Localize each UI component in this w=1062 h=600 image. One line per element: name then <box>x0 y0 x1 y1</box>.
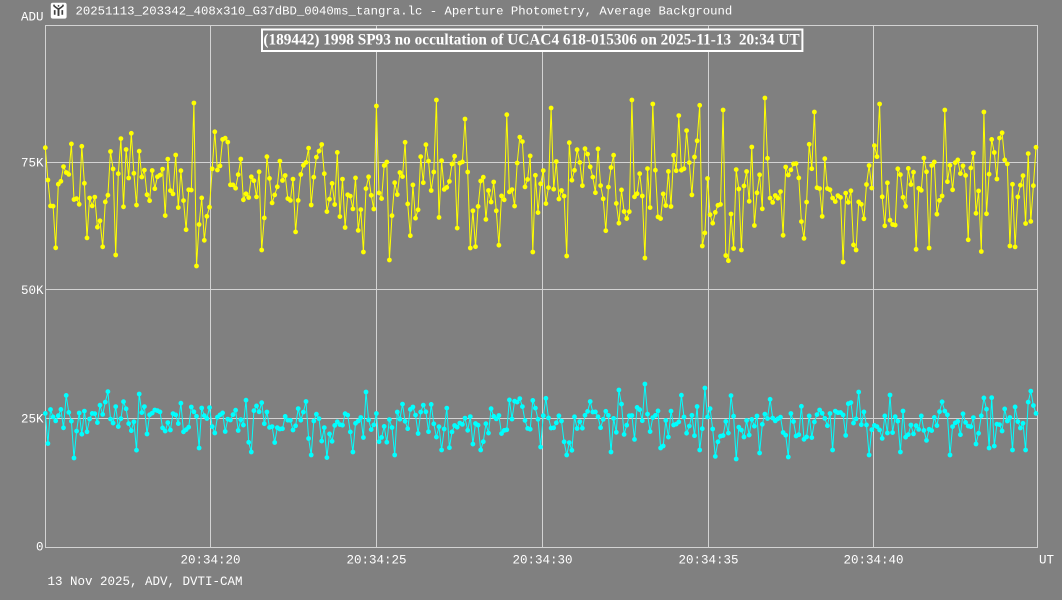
svg-text:13 Nov 2025, ADV, DVTI-CAM: 13 Nov 2025, ADV, DVTI-CAM <box>48 575 243 589</box>
svg-text:25K: 25K <box>21 413 44 427</box>
svg-text:(189442) 1998 SP93 no occultat: (189442) 1998 SP93 no occultation of UCA… <box>263 32 799 49</box>
svg-text:20251113_203342_408x310_G37dBD: 20251113_203342_408x310_G37dBD_0040ms_ta… <box>76 5 733 19</box>
svg-text:UT: UT <box>1039 554 1055 568</box>
svg-text:50K: 50K <box>21 284 44 298</box>
svg-text:20:34:30: 20:34:30 <box>512 554 572 568</box>
svg-text:20:34:20: 20:34:20 <box>180 554 240 568</box>
svg-text:75K: 75K <box>21 157 44 171</box>
svg-text:20:34:35: 20:34:35 <box>678 554 738 568</box>
svg-text:0: 0 <box>36 541 44 555</box>
svg-text:ADU: ADU <box>21 11 44 25</box>
svg-text:20:34:25: 20:34:25 <box>346 554 406 568</box>
svg-text:20:34:40: 20:34:40 <box>843 554 903 568</box>
